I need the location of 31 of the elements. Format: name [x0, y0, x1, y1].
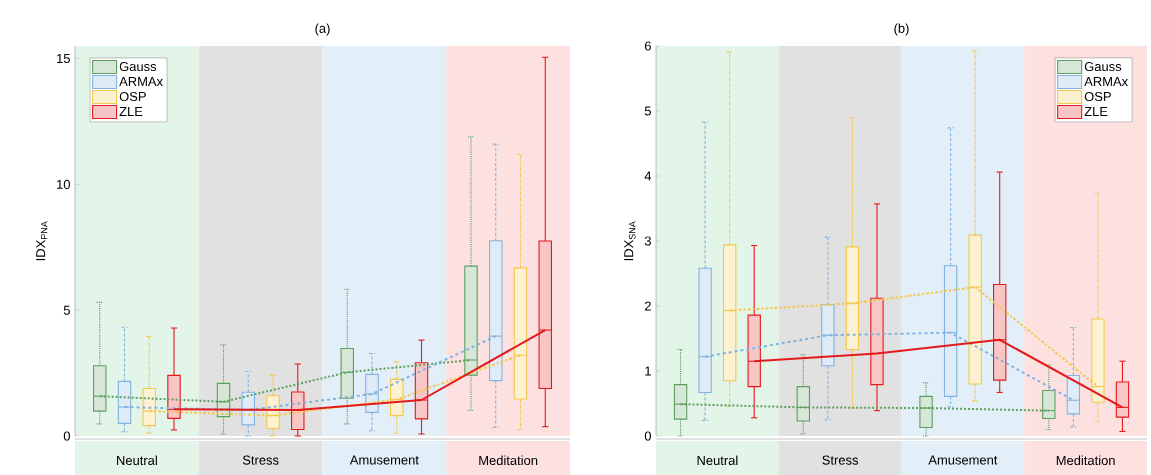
x-tick-label: Meditation [479, 455, 538, 466]
y-tick-label: 1 [645, 366, 651, 376]
y-tick-label: 0 [644, 431, 651, 441]
y-axis-title: IDX$_{SNA}$ [624, 221, 636, 261]
x-tick-label: Stress [822, 455, 859, 465]
legend-label: Gauss [119, 61, 157, 72]
x-tick-label: Neutral [697, 455, 738, 466]
chart-title: (a) [315, 23, 330, 36]
x-tick-label: Stress [242, 455, 279, 465]
legend-label: Gauss [1084, 61, 1122, 72]
y-tick-label: 4 [644, 171, 652, 181]
legend-label: ARMAx [119, 77, 163, 86]
x-tick-label: Amusement [349, 455, 419, 465]
y-axis-title: IDX$_{PNA}$ [36, 221, 48, 261]
y-tick-label: 2 [644, 301, 651, 311]
y-tick-label: 5 [63, 305, 70, 315]
chart-title: (b) [894, 23, 909, 36]
y-tick-label: 3 [644, 236, 651, 246]
x-tick-label: Neutral [117, 455, 157, 466]
y-tick-label: 5 [644, 106, 651, 116]
y-tick-label: 0 [63, 431, 70, 441]
y-tick-label: 15 [57, 54, 70, 64]
x-tick-label: Amusement [928, 455, 998, 465]
x-tick-label: Meditation [1056, 455, 1115, 466]
y-tick-label: 10 [57, 179, 70, 189]
legend-label: OSP [1084, 91, 1111, 102]
legend-label: OSP [119, 91, 146, 102]
legend-label: ARMAx [1084, 77, 1128, 86]
legend-label: ZLE [1084, 107, 1108, 116]
legend-label: ZLE [119, 107, 143, 116]
y-tick-label: 6 [644, 41, 651, 51]
